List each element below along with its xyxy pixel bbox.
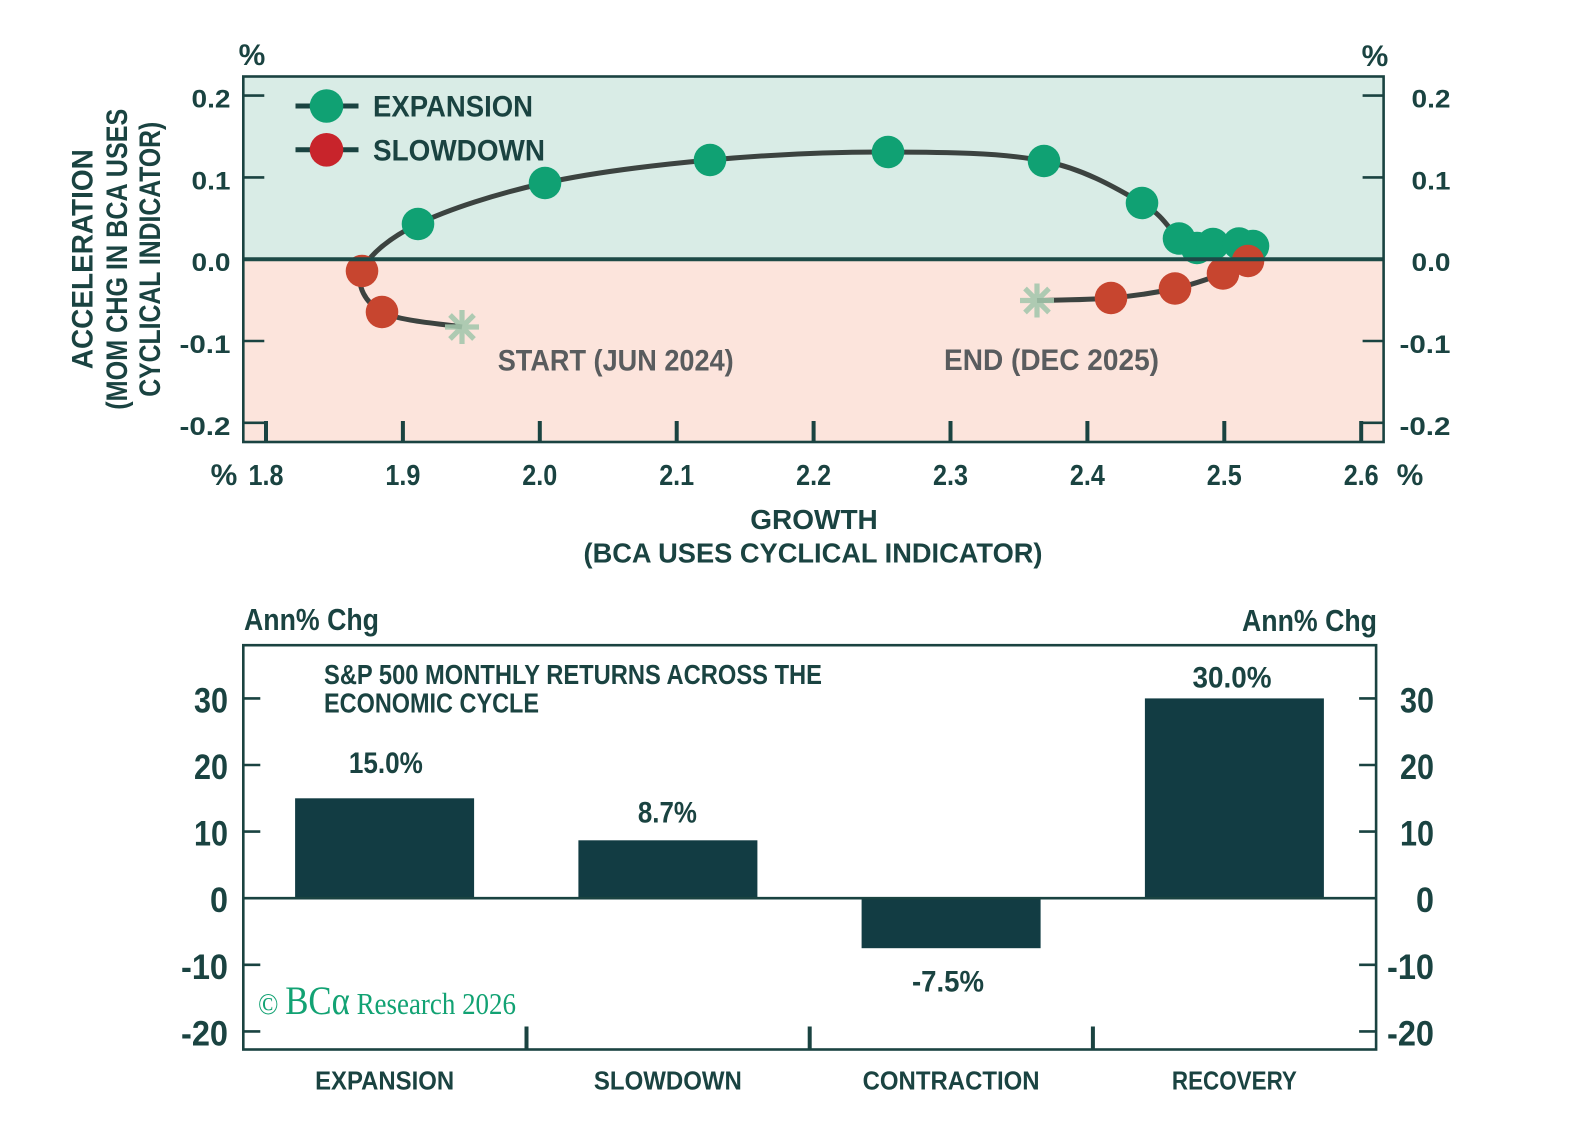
svg-text:Ann% Chg: Ann% Chg (1242, 603, 1377, 638)
svg-text:(BCA USES CYCLICAL INDICATOR): (BCA USES CYCLICAL INDICATOR) (584, 538, 1043, 569)
svg-text:-20: -20 (181, 1014, 228, 1053)
svg-text:0: 0 (1416, 881, 1434, 920)
svg-text:S&P 500 MONTHLY RETURNS ACROSS: S&P 500 MONTHLY RETURNS ACROSS THE (324, 659, 822, 690)
svg-text:2.0: 2.0 (522, 460, 557, 492)
svg-text:2.2: 2.2 (796, 460, 831, 492)
svg-text:8.7%: 8.7% (638, 796, 697, 829)
svg-text:ACCELERATION: ACCELERATION (67, 149, 100, 369)
svg-text:%: % (211, 459, 238, 492)
svg-text:SLOWDOWN: SLOWDOWN (594, 1066, 742, 1096)
svg-text:2.6: 2.6 (1344, 460, 1379, 492)
svg-text:-7.5%: -7.5% (912, 966, 984, 999)
svg-text:%: % (1362, 40, 1389, 73)
svg-text:1.9: 1.9 (385, 460, 420, 492)
svg-text:20: 20 (194, 748, 228, 787)
svg-text:EXPANSION: EXPANSION (315, 1066, 454, 1096)
svg-text:0: 0 (210, 881, 228, 920)
svg-text:START (JUN 2024): START (JUN 2024) (498, 345, 734, 378)
svg-text:0.2: 0.2 (192, 86, 231, 114)
svg-text:-0.2: -0.2 (180, 413, 231, 441)
svg-text:1.8: 1.8 (249, 460, 284, 492)
svg-text:-0.1: -0.1 (1400, 331, 1451, 359)
svg-text:-0.2: -0.2 (1400, 413, 1451, 441)
svg-text:15.0%: 15.0% (349, 747, 423, 780)
svg-text:10: 10 (194, 815, 228, 854)
svg-text:30.0%: 30.0% (1193, 662, 1272, 695)
svg-text:2.5: 2.5 (1207, 460, 1242, 492)
svg-text:20: 20 (1400, 748, 1434, 787)
svg-text:SLOWDOWN: SLOWDOWN (373, 134, 545, 167)
svg-text:-0.1: -0.1 (180, 331, 231, 359)
svg-text:0.0: 0.0 (1412, 249, 1451, 277)
svg-text:0.1: 0.1 (1412, 167, 1451, 195)
svg-text:%: % (239, 39, 266, 72)
svg-text:0.1: 0.1 (192, 167, 231, 195)
svg-text:RECOVERY: RECOVERY (1172, 1066, 1297, 1096)
svg-text:END (DEC 2025): END (DEC 2025) (944, 344, 1159, 377)
svg-text:EXPANSION: EXPANSION (373, 91, 533, 124)
svg-text:ECONOMIC CYCLE: ECONOMIC CYCLE (324, 688, 539, 719)
svg-text:-20: -20 (1387, 1014, 1434, 1053)
svg-text:CONTRACTION: CONTRACTION (863, 1066, 1040, 1096)
svg-text:%: % (1397, 459, 1424, 492)
svg-text:GROWTH: GROWTH (750, 504, 878, 535)
svg-text:2.3: 2.3 (933, 460, 968, 492)
svg-text:2.1: 2.1 (659, 460, 694, 492)
svg-text:30: 30 (1400, 681, 1434, 720)
svg-text:2.4: 2.4 (1070, 460, 1105, 492)
svg-text:-10: -10 (1387, 948, 1434, 987)
svg-text:© BCα Research 2026: © BCα Research 2026 (258, 978, 516, 1023)
svg-text:10: 10 (1400, 815, 1434, 854)
svg-text:-10: -10 (181, 948, 228, 987)
svg-text:0.0: 0.0 (192, 249, 231, 277)
svg-text:Ann% Chg: Ann% Chg (244, 602, 379, 637)
svg-text:0.2: 0.2 (1412, 86, 1451, 114)
svg-text:30: 30 (194, 681, 228, 720)
svg-text:(MOM CHG IN BCA USES: (MOM CHG IN BCA USES (101, 109, 134, 410)
svg-text:CYCLICAL INDICATOR): CYCLICAL INDICATOR) (134, 122, 167, 397)
